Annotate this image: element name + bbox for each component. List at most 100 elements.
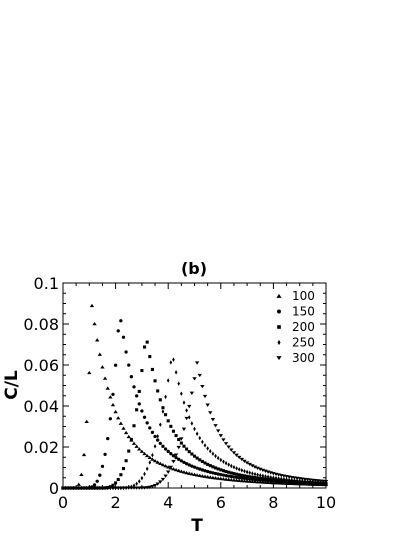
data-point xyxy=(232,472,236,476)
data-point xyxy=(161,409,165,414)
data-point xyxy=(184,470,189,475)
data-point xyxy=(229,474,233,479)
data-point xyxy=(182,444,186,448)
axis-ticks xyxy=(62,282,327,489)
x-tick-label: 4 xyxy=(163,493,173,512)
data-point xyxy=(279,476,283,482)
data-point xyxy=(218,434,223,438)
data-point xyxy=(142,451,147,456)
data-point xyxy=(158,441,162,446)
data-point xyxy=(240,476,244,480)
data-point xyxy=(143,471,146,477)
data-point xyxy=(287,477,291,483)
data-point xyxy=(272,475,275,480)
data-point xyxy=(132,385,136,389)
data-point xyxy=(237,473,241,477)
data-point xyxy=(156,434,159,439)
data-point xyxy=(187,463,191,467)
data-point xyxy=(108,417,112,421)
x-tick-label: 10 xyxy=(316,493,336,512)
legend-label-200: 200 xyxy=(292,320,315,334)
data-point xyxy=(242,479,247,483)
data-point xyxy=(105,386,110,390)
data-point xyxy=(247,479,252,483)
chart-title: (b) xyxy=(181,259,207,278)
data-point xyxy=(263,477,268,481)
data-point xyxy=(185,447,189,451)
data-point xyxy=(171,429,175,433)
data-point xyxy=(230,463,233,469)
data-point xyxy=(158,480,163,484)
data-point xyxy=(210,475,216,480)
data-point xyxy=(213,471,218,476)
legend-label-100: 100 xyxy=(292,289,315,303)
data-point xyxy=(245,477,249,481)
data-point xyxy=(139,449,145,453)
data-point xyxy=(160,477,166,482)
data-point xyxy=(239,478,245,483)
data-point xyxy=(250,475,254,479)
data-point xyxy=(135,408,139,412)
data-point xyxy=(176,445,181,450)
y-tick-label: 0.08 xyxy=(23,315,59,334)
data-point xyxy=(215,429,221,433)
data-point xyxy=(144,453,150,458)
data-point xyxy=(234,475,239,480)
data-point xyxy=(123,430,129,435)
data-point xyxy=(142,345,147,349)
data-point xyxy=(227,474,231,478)
data-point xyxy=(92,483,97,487)
data-point xyxy=(264,474,267,479)
data-point xyxy=(79,472,84,477)
data-point xyxy=(200,474,205,478)
data-point xyxy=(192,454,197,458)
data-point xyxy=(190,452,194,456)
data-point xyxy=(152,458,158,463)
data-point xyxy=(127,363,131,367)
data-point xyxy=(118,421,124,425)
data-point xyxy=(205,475,210,479)
data-point xyxy=(177,457,181,461)
data-point xyxy=(84,419,89,424)
data-point xyxy=(301,478,304,484)
data-point xyxy=(223,477,229,481)
data-point xyxy=(231,451,237,455)
data-point xyxy=(200,468,205,472)
data-point xyxy=(208,464,212,468)
data-point xyxy=(173,453,179,457)
data-point xyxy=(137,479,141,484)
data-point xyxy=(323,479,329,484)
data-point xyxy=(261,477,265,481)
data-point xyxy=(202,474,208,478)
y-tick-labels: 0 0.02 0.04 0.06 0.08 0.1 xyxy=(23,274,59,498)
data-point xyxy=(248,475,252,479)
data-point xyxy=(148,355,152,359)
data-point xyxy=(285,477,288,482)
data-point xyxy=(229,448,234,452)
x-axis-label: T xyxy=(191,516,203,536)
data-point xyxy=(184,462,189,466)
data-point xyxy=(163,447,168,451)
data-point xyxy=(150,485,155,489)
data-point xyxy=(229,477,234,482)
data-point xyxy=(132,424,136,428)
data-point xyxy=(215,476,221,480)
data-point xyxy=(134,394,139,398)
data-point xyxy=(255,466,260,470)
data-point xyxy=(277,476,280,481)
data-point xyxy=(173,467,179,472)
data-point xyxy=(229,471,233,475)
data-point xyxy=(156,438,160,442)
legend-marker-300 xyxy=(276,356,282,361)
data-point xyxy=(166,419,170,423)
data-point xyxy=(214,453,217,459)
data-point xyxy=(111,483,115,487)
data-point xyxy=(116,477,120,481)
data-point xyxy=(211,451,215,456)
data-point xyxy=(197,473,202,478)
data-point xyxy=(194,361,200,365)
data-point xyxy=(223,442,229,446)
data-point xyxy=(153,444,157,449)
